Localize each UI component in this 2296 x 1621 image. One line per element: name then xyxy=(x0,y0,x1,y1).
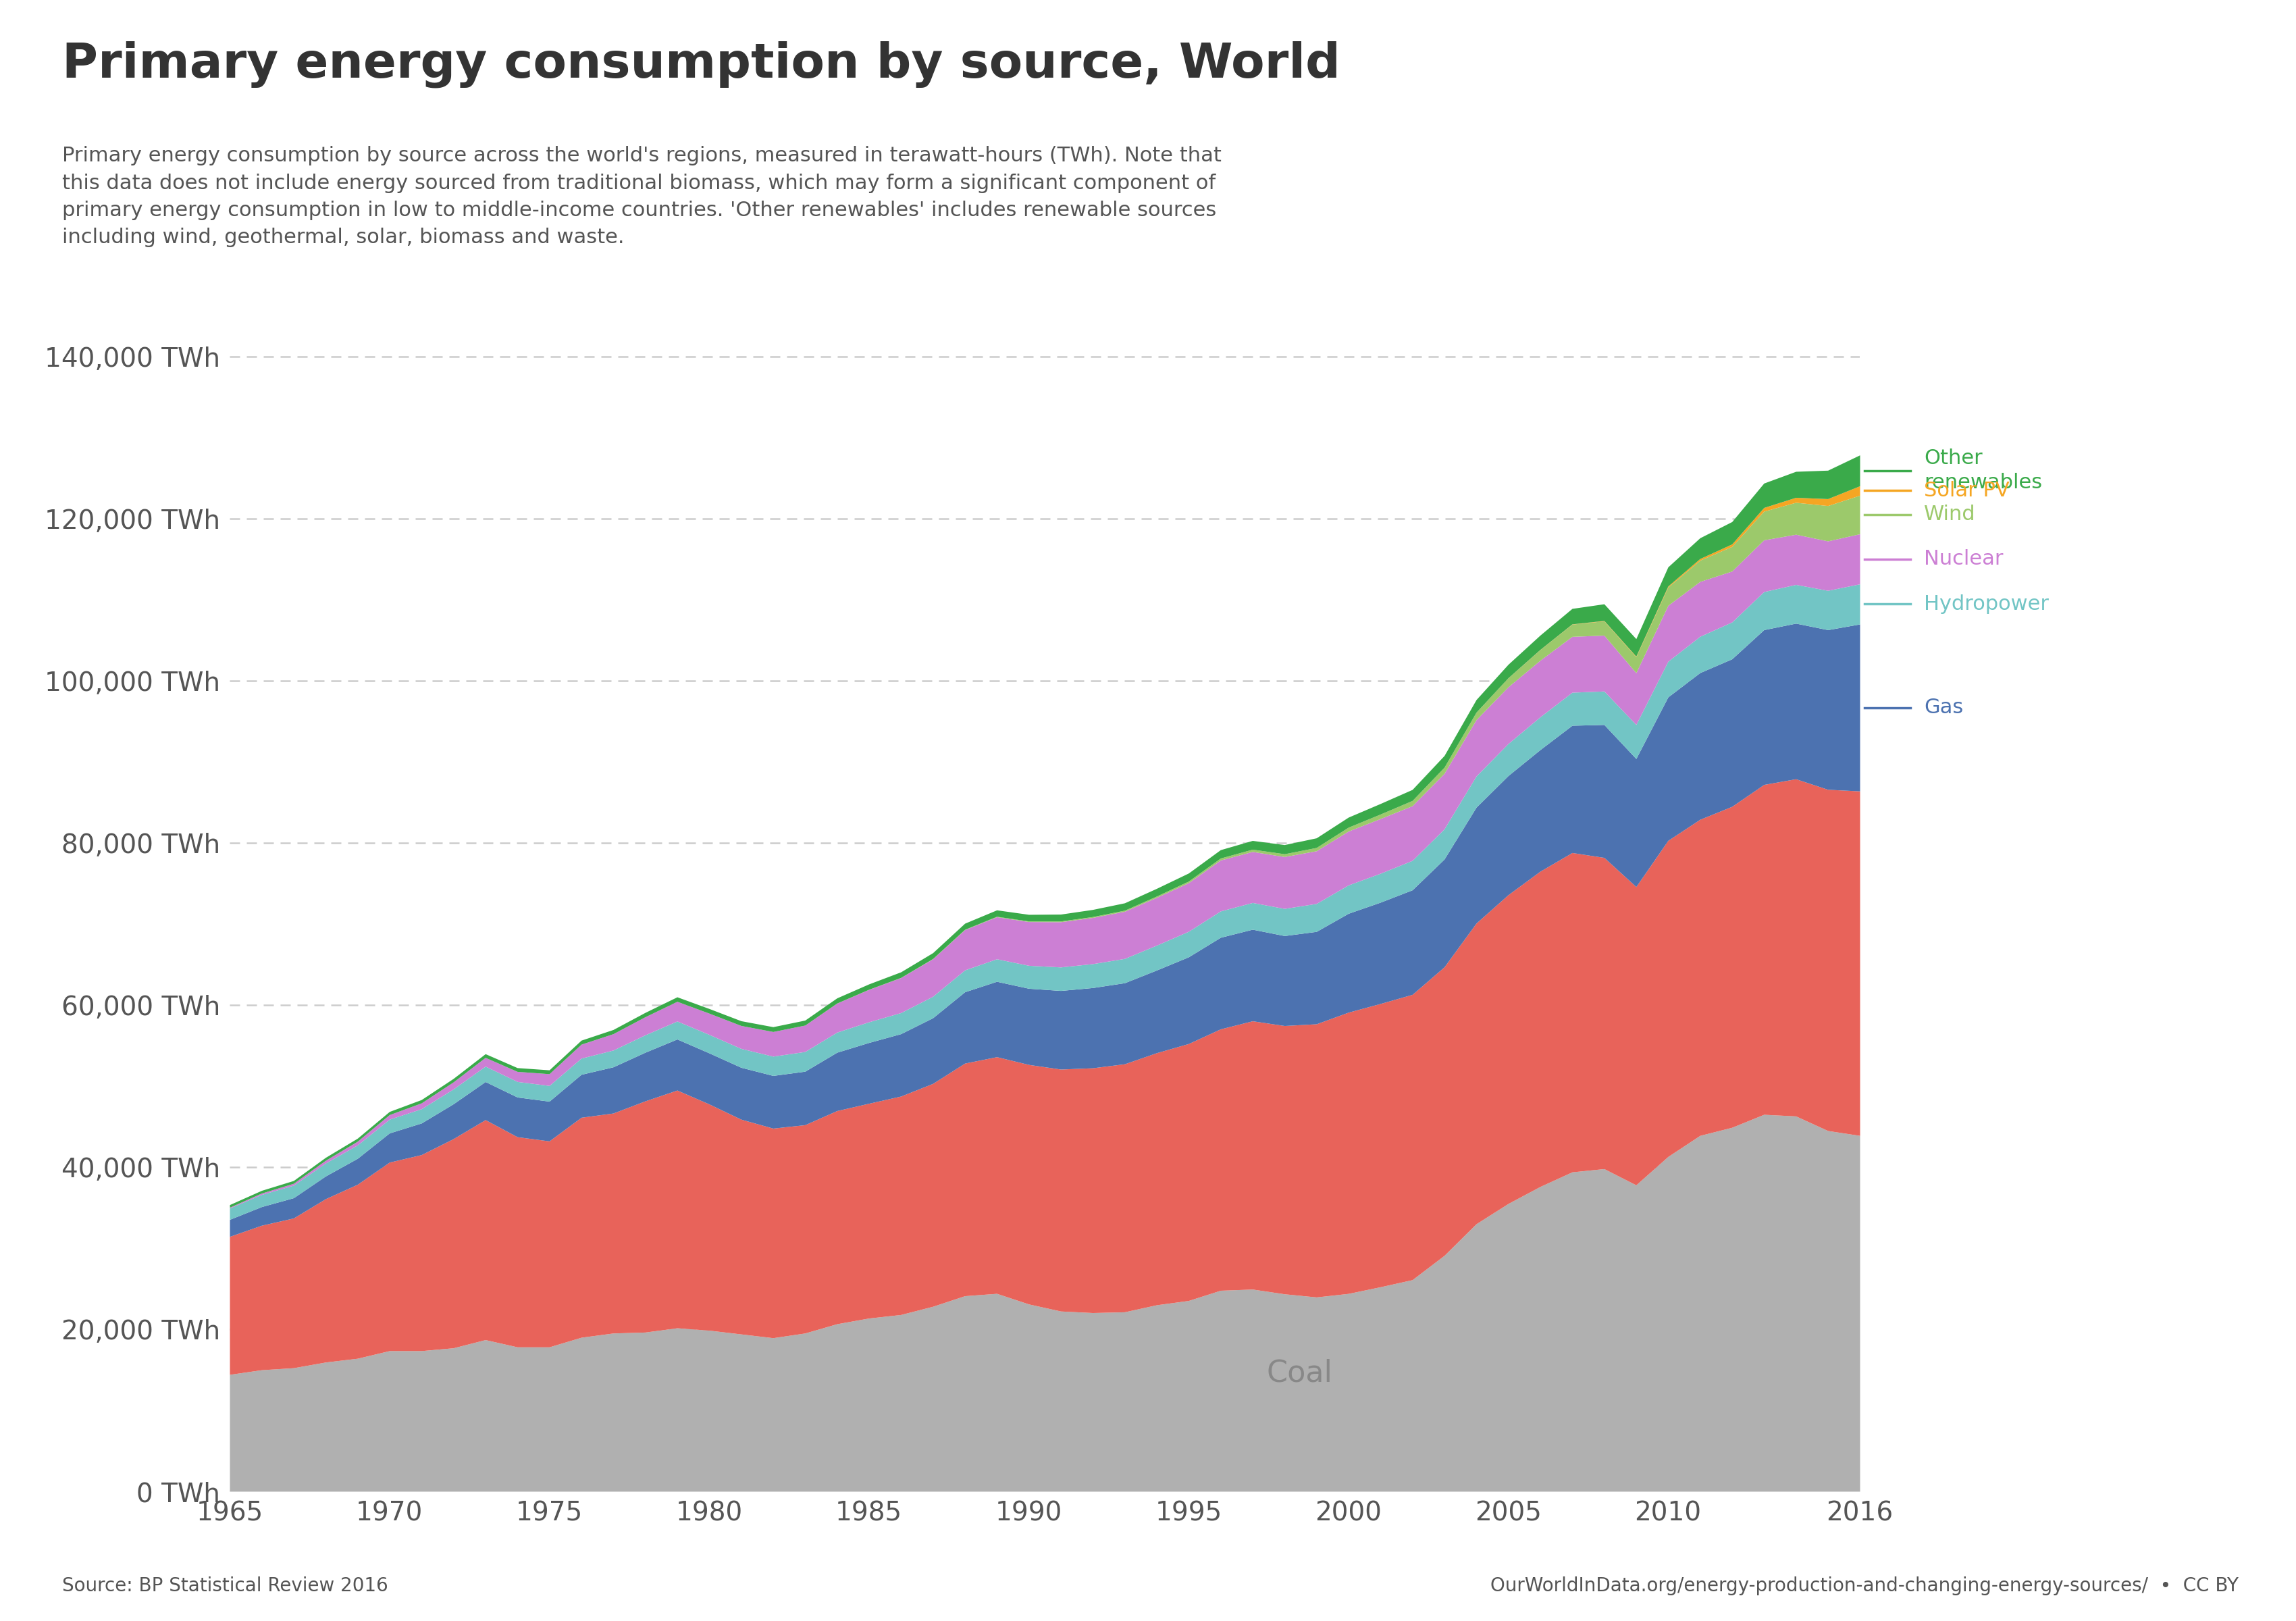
Text: Wind: Wind xyxy=(1924,504,1977,524)
Text: Primary energy consumption by source, World: Primary energy consumption by source, Wo… xyxy=(62,41,1341,88)
Text: Our World: Our World xyxy=(2069,96,2188,115)
Text: Source: BP Statistical Review 2016: Source: BP Statistical Review 2016 xyxy=(62,1576,388,1595)
Text: OurWorldInData.org/energy-production-and-changing-energy-sources/  •  CC BY: OurWorldInData.org/energy-production-and… xyxy=(1490,1576,2239,1595)
Text: Coal: Coal xyxy=(1267,1358,1332,1388)
Text: Primary energy consumption by source across the world's regions, measured in ter: Primary energy consumption by source acr… xyxy=(62,146,1221,248)
Text: Other
renewables: Other renewables xyxy=(1924,449,2043,493)
Text: Nuclear: Nuclear xyxy=(1924,550,2004,569)
Text: Oil: Oil xyxy=(1293,1097,1332,1125)
Text: Solar PV: Solar PV xyxy=(1924,481,2009,501)
Text: Gas: Gas xyxy=(1924,697,1963,718)
Text: in Data: in Data xyxy=(2087,146,2170,165)
Text: Hydropower: Hydropower xyxy=(1924,595,2048,614)
